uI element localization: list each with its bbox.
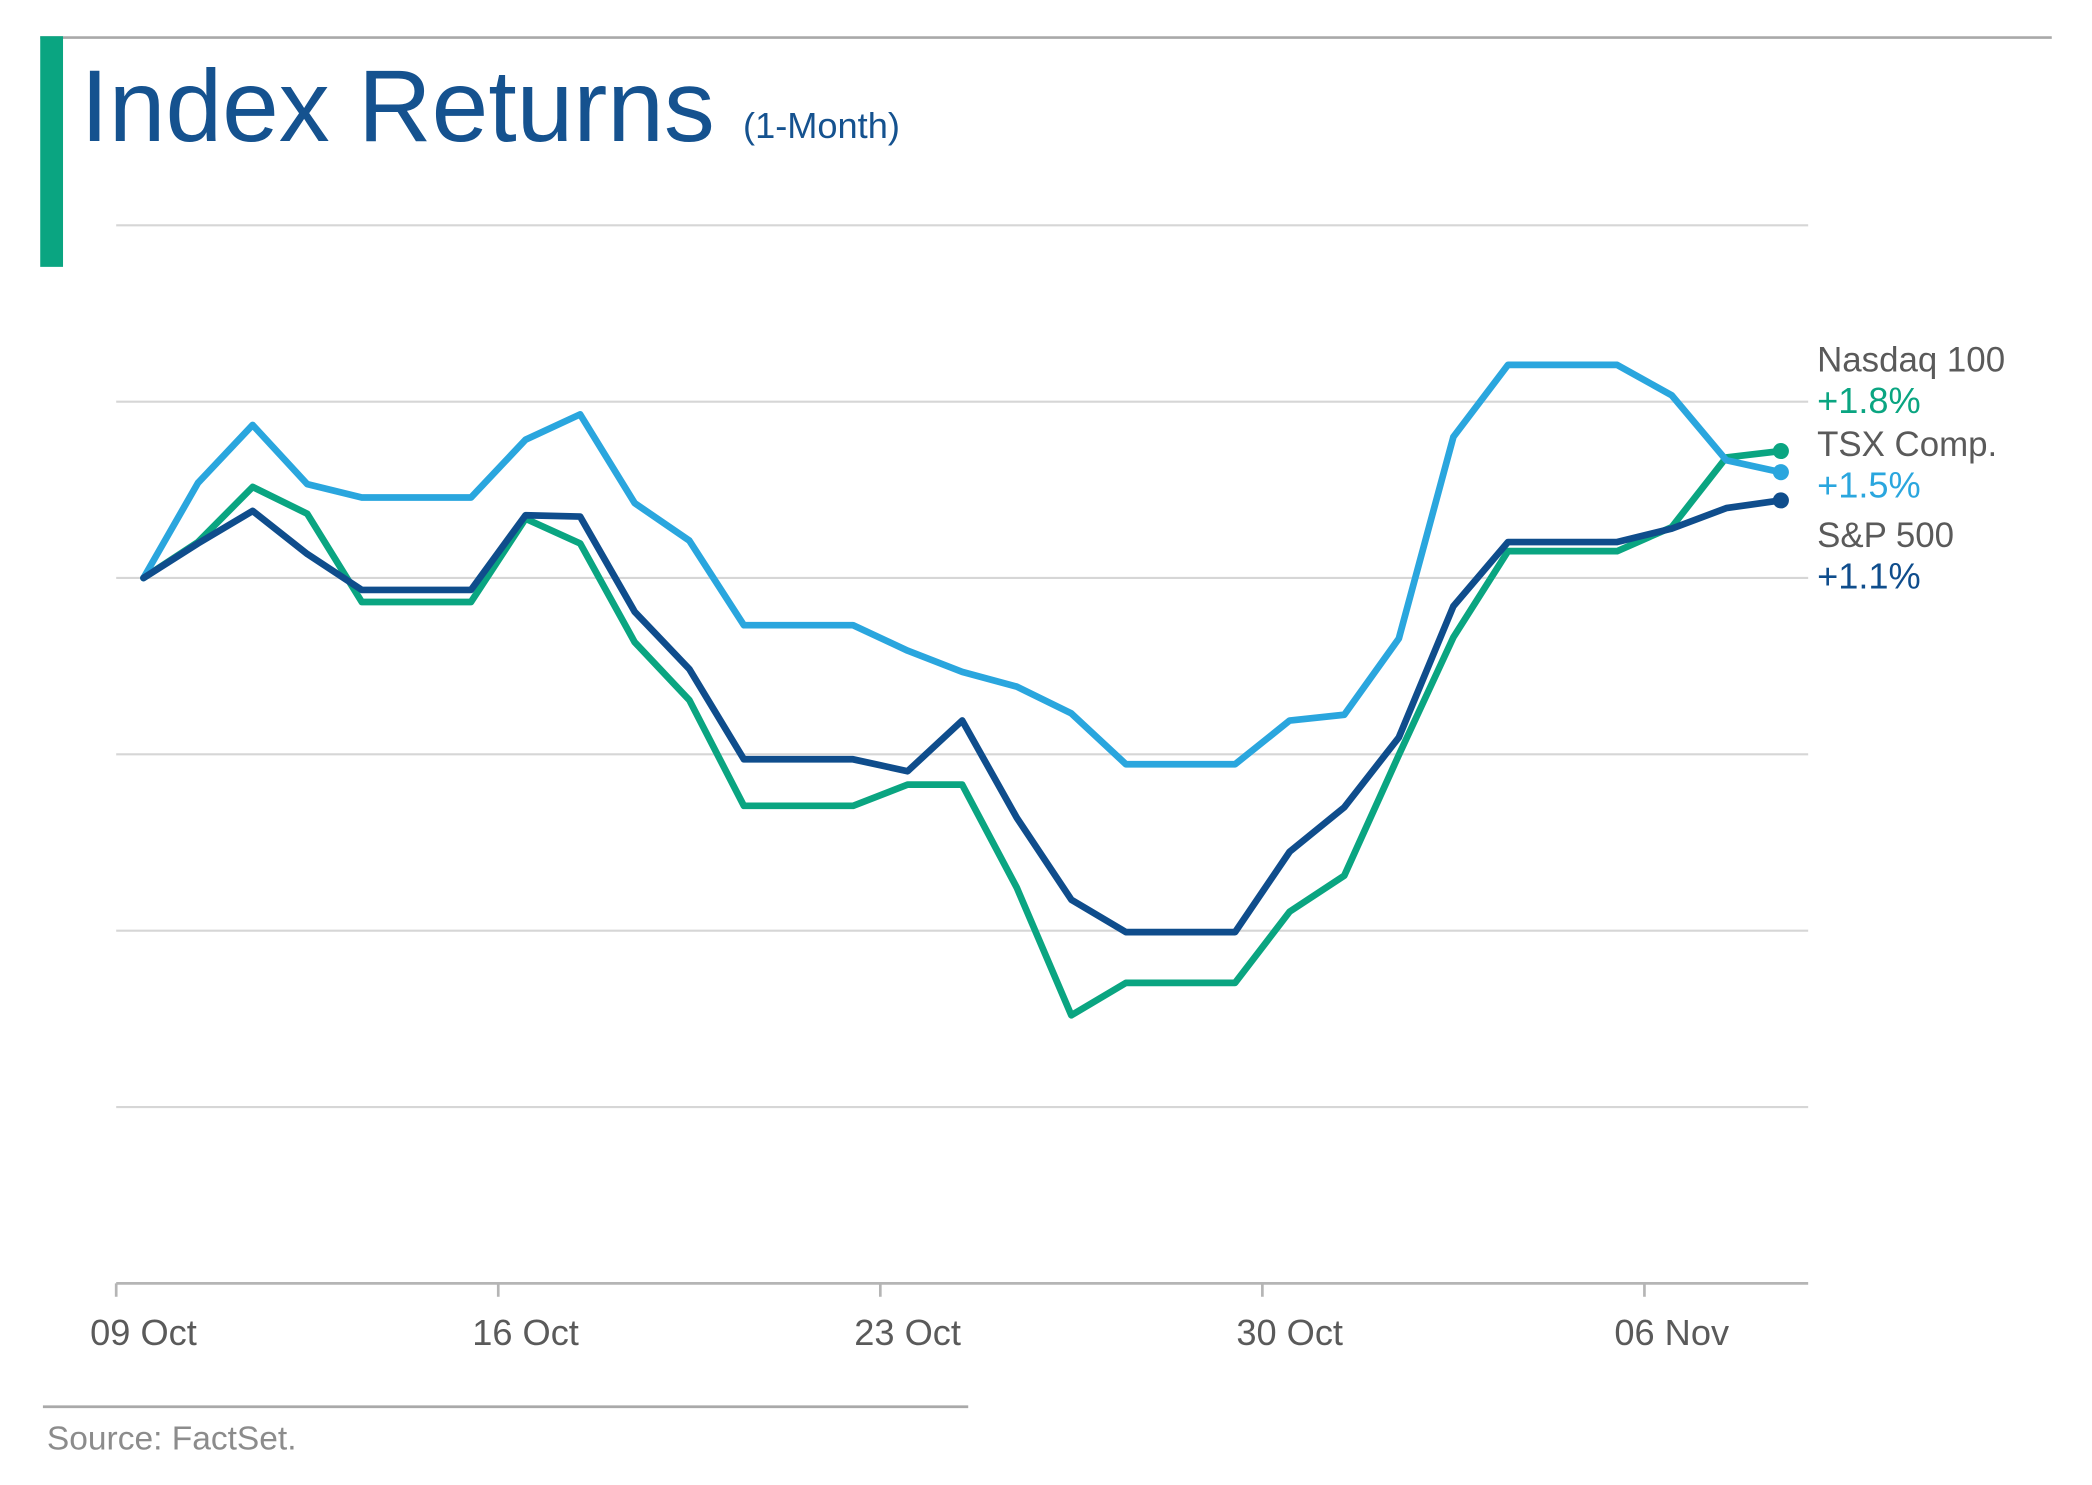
series-end-point-tsx-comp (1772, 464, 1789, 481)
series-line-tsx-comp (140, 361, 1785, 768)
legend-series-change: +1.5% (1817, 465, 1921, 506)
chart-subtitle: (1-Month) (743, 105, 900, 146)
x-axis: 09 Oct 16 Oct 23 Oct 30 Oct 06 Nov (90, 1282, 1809, 1353)
legend: Nasdaq 100 +1.8% TSX Comp. +1.5% S&P 500… (1817, 340, 2005, 596)
legend-series-name: Nasdaq 100 (1817, 340, 2005, 379)
x-tick-label: 16 Oct (472, 1312, 579, 1353)
source-note: Source: FactSet. (47, 1421, 297, 1458)
title-accent-bar (40, 36, 64, 267)
x-tick-label: 30 Oct (1236, 1312, 1343, 1353)
series-end-point-s-p-500 (1772, 492, 1789, 509)
chart-title: Index Returns (80, 49, 714, 163)
gridlines (116, 224, 1809, 1109)
x-tick-label: 09 Oct (90, 1312, 197, 1353)
legend-series-name: S&P 500 (1817, 516, 1954, 555)
series-line-s-p-500 (140, 496, 1785, 936)
x-tick-label: 06 Nov (1614, 1312, 1729, 1353)
series-end-point-nasdaq-100 (1772, 442, 1789, 460)
plot-area (140, 361, 1789, 1019)
legend-series-name: TSX Comp. (1817, 425, 1997, 464)
legend-series-change: +1.8% (1817, 380, 1921, 421)
x-tick-label: 23 Oct (854, 1312, 961, 1353)
series-line-nasdaq-100 (140, 447, 1785, 1019)
legend-series-change: +1.1% (1817, 556, 1921, 597)
